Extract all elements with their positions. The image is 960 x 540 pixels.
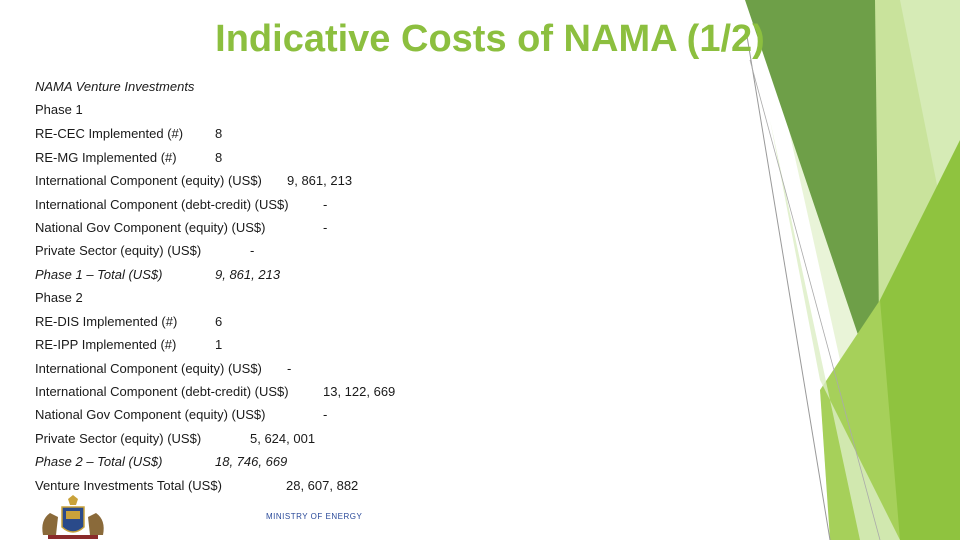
phase1-header: Phase 1 bbox=[35, 102, 83, 117]
row-label: National Gov Component (equity) (US$) bbox=[35, 220, 266, 235]
grand-total: Venture Investments Total (US$) 28, 607,… bbox=[35, 478, 358, 493]
row-label: International Component (equity) (US$) bbox=[35, 361, 262, 376]
total-value: 18, 746, 669 bbox=[215, 454, 288, 469]
phase1-total: Phase 1 – Total (US$) 9, 861, 213 bbox=[35, 267, 280, 282]
phase2-row: National Gov Component (equity) (US$) - bbox=[35, 407, 327, 422]
row-value: - bbox=[250, 243, 255, 258]
row-value: 8 bbox=[215, 126, 223, 141]
row-value: - bbox=[323, 220, 328, 235]
phase1-row: International Component (debt-credit) (U… bbox=[35, 197, 327, 212]
subtitle: NAMA Venture Investments bbox=[35, 79, 195, 94]
row-label: Private Sector (equity) (US$) bbox=[35, 431, 202, 446]
row-value: 13, 122, 669 bbox=[323, 384, 396, 399]
row-value: 6 bbox=[215, 314, 223, 329]
phase1-row: RE-MG Implemented (#) 8 bbox=[35, 150, 222, 165]
row-value: 5, 624, 001 bbox=[250, 431, 316, 446]
phase1-row: Private Sector (equity) (US$) - bbox=[35, 243, 254, 258]
phase2-row: International Component (equity) (US$) - bbox=[35, 361, 291, 376]
total-label: Phase 2 – Total (US$) bbox=[35, 454, 163, 469]
phase1-row: International Component (equity) (US$) 9… bbox=[35, 173, 352, 188]
row-label: National Gov Component (equity) (US$) bbox=[35, 407, 266, 422]
phase2-total: Phase 2 – Total (US$) 18, 746, 669 bbox=[35, 454, 287, 469]
phase2-row: RE-IPP Implemented (#) 1 bbox=[35, 337, 222, 352]
total-label: Venture Investments Total (US$) bbox=[35, 478, 222, 493]
row-value: - bbox=[323, 407, 328, 422]
row-label: Private Sector (equity) (US$) bbox=[35, 243, 202, 258]
row-label: RE-IPP Implemented (#) bbox=[35, 337, 177, 352]
row-value: 9, 861, 213 bbox=[287, 173, 353, 188]
row-value: 1 bbox=[215, 337, 223, 352]
total-label: Phase 1 – Total (US$) bbox=[35, 267, 163, 282]
total-value: 28, 607, 882 bbox=[286, 478, 359, 493]
row-label: RE-CEC Implemented (#) bbox=[35, 126, 184, 141]
coat-of-arms-logo bbox=[42, 495, 104, 539]
row-label: International Component (debt-credit) (U… bbox=[35, 384, 289, 399]
phase2-header: Phase 2 bbox=[35, 290, 83, 305]
phase1-row: National Gov Component (equity) (US$) - bbox=[35, 220, 327, 235]
row-value: - bbox=[287, 361, 292, 376]
slide-title: Indicative Costs of NAMA (1/2) bbox=[215, 18, 765, 60]
row-value: 8 bbox=[215, 150, 223, 165]
phase1-row: RE-CEC Implemented (#) 8 bbox=[35, 126, 222, 141]
phase2-row: RE-DIS Implemented (#) 6 bbox=[35, 314, 222, 329]
footer-ministry: MINISTRY OF ENERGY bbox=[266, 512, 363, 521]
row-label: International Component (equity) (US$) bbox=[35, 173, 262, 188]
row-label: International Component (debt-credit) (U… bbox=[35, 197, 289, 212]
phase2-row: Private Sector (equity) (US$) 5, 624, 00… bbox=[35, 431, 315, 446]
phase2-row: International Component (debt-credit) (U… bbox=[35, 384, 395, 399]
row-label: RE-MG Implemented (#) bbox=[35, 150, 177, 165]
row-label: RE-DIS Implemented (#) bbox=[35, 314, 178, 329]
row-value: - bbox=[323, 197, 328, 212]
total-value: 9, 861, 213 bbox=[215, 267, 281, 282]
